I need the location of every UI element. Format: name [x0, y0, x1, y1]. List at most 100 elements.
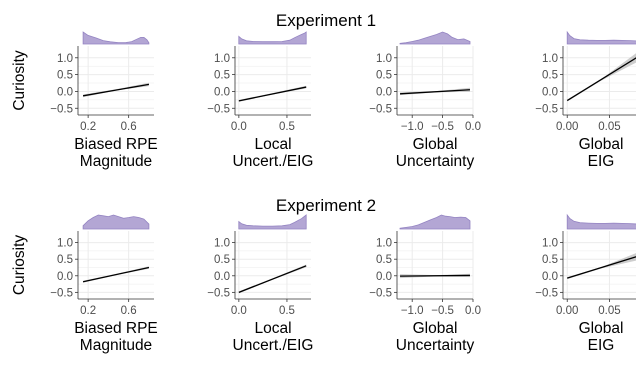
y-tick-label: 1.0 — [542, 53, 558, 65]
y-tick-label: 0.0 — [376, 86, 392, 98]
gridlines — [397, 231, 474, 299]
y-tick-label: −0.5 — [50, 103, 73, 115]
y-tick-label: 0.5 — [57, 70, 73, 82]
x-tick-label: 0.05 — [598, 305, 620, 317]
y-tick-label: −0.5 — [535, 103, 558, 115]
y-tick-label: 1.0 — [376, 53, 392, 65]
panel-3: −0.5 0.0 0.5 1.0 −1.0 −0.5 0.0 GlobalUncertaint… — [369, 31, 481, 170]
x-tick-label: 0.2 — [80, 121, 96, 133]
x-axis-label: EIG — [588, 337, 615, 354]
x-axis-label: Global — [579, 320, 624, 337]
density-area — [399, 31, 471, 45]
experiment-title: Experiment 2 — [276, 196, 376, 215]
fit-line — [82, 266, 150, 283]
panel-3: −0.5 0.0 0.5 1.0 −1.0 −0.5 0.0 GlobalUncertaint… — [369, 214, 481, 354]
x-axis-label: Global — [413, 136, 458, 153]
x-axis-label: Biased RPE — [74, 136, 158, 153]
x-tick-label: −0.5 — [431, 121, 454, 133]
x-axis-label: Uncert./EIG — [233, 337, 314, 354]
x-tick-label: 0.5 — [279, 305, 295, 317]
x-axis-label: Biased RPE — [74, 320, 158, 337]
y-tick-label: 0.0 — [214, 271, 230, 283]
y-tick-label: 1.0 — [214, 238, 230, 250]
y-axis-label: Curiosity — [11, 235, 28, 296]
x-axis-label: Uncertainty — [396, 337, 475, 354]
gridlines — [563, 231, 636, 299]
y-tick-label: −0.5 — [369, 103, 392, 115]
x-tick-label: 0.6 — [121, 305, 137, 317]
fit-line — [566, 57, 636, 102]
y-tick-label: 0.0 — [542, 271, 558, 283]
fit-line — [567, 256, 636, 279]
density-area — [82, 214, 150, 230]
gridlines — [78, 46, 154, 115]
density-area — [238, 31, 307, 45]
fit-line — [82, 83, 150, 97]
y-tick-label: 1.0 — [57, 238, 73, 250]
x-tick-label: 0.00 — [556, 305, 578, 317]
gridlines — [235, 46, 311, 115]
x-axis-label: Magnitude — [80, 337, 152, 354]
y-tick-label: 0.0 — [542, 86, 558, 98]
fit-line — [400, 274, 470, 277]
y-tick-label: 0.5 — [214, 254, 230, 266]
y-tick-label: 0.0 — [57, 271, 73, 283]
gridlines — [78, 231, 154, 299]
y-tick-label: −0.5 — [207, 287, 230, 299]
x-tick-label: −0.5 — [431, 305, 454, 317]
fit-line — [238, 265, 307, 293]
x-axis-label: Local — [254, 320, 291, 337]
y-tick-label: 0.5 — [542, 70, 558, 82]
density-area — [566, 30, 636, 45]
x-tick-label: 0.5 — [279, 121, 295, 133]
x-axis-label: Uncertainty — [396, 153, 475, 170]
fit-line — [238, 86, 307, 102]
y-tick-label: 1.0 — [214, 53, 230, 65]
x-axis-label: Global — [579, 136, 624, 153]
y-tick-label: −0.5 — [369, 287, 392, 299]
y-tick-label: 0.0 — [214, 86, 230, 98]
x-axis-label: EIG — [588, 153, 615, 170]
x-tick-label: 0.00 — [556, 121, 578, 133]
y-tick-label: 1.0 — [376, 238, 392, 250]
fit-line — [400, 89, 470, 95]
y-tick-label: 0.5 — [214, 70, 230, 82]
x-axis-label: Magnitude — [80, 153, 152, 170]
y-tick-label: 0.0 — [57, 86, 73, 98]
y-tick-label: 0.5 — [376, 254, 392, 266]
y-tick-label: 0.5 — [57, 254, 73, 266]
x-tick-label: 0.6 — [121, 121, 137, 133]
x-tick-label: 0.0 — [465, 305, 481, 317]
x-axis-label: Uncert./EIG — [233, 153, 314, 170]
density-area — [566, 213, 636, 230]
density-area — [399, 214, 471, 230]
experiment-title: Experiment 1 — [276, 11, 376, 30]
y-tick-label: 1.0 — [57, 53, 73, 65]
x-tick-label: 0.05 — [598, 121, 620, 133]
x-tick-label: −1.0 — [401, 121, 424, 133]
y-tick-label: 0.5 — [542, 254, 558, 266]
x-tick-label: 0.2 — [80, 305, 96, 317]
gridlines — [397, 46, 474, 115]
y-tick-label: 0.0 — [376, 271, 392, 283]
density-area — [238, 214, 307, 230]
x-tick-label: −1.0 — [401, 305, 424, 317]
y-tick-label: 1.0 — [542, 238, 558, 250]
y-axis-label: Curiosity — [11, 50, 28, 111]
x-tick-label: 0.0 — [231, 305, 247, 317]
density-area — [82, 31, 150, 45]
experiment-1: Experiment 1 Curiosity −0.5 0.0 0.5 1.0 0.2 0.6… — [11, 11, 636, 170]
gridlines — [235, 231, 311, 299]
y-tick-label: −0.5 — [535, 287, 558, 299]
x-tick-label: 0.0 — [465, 121, 481, 133]
x-axis-label: Global — [413, 320, 458, 337]
y-tick-label: −0.5 — [207, 103, 230, 115]
